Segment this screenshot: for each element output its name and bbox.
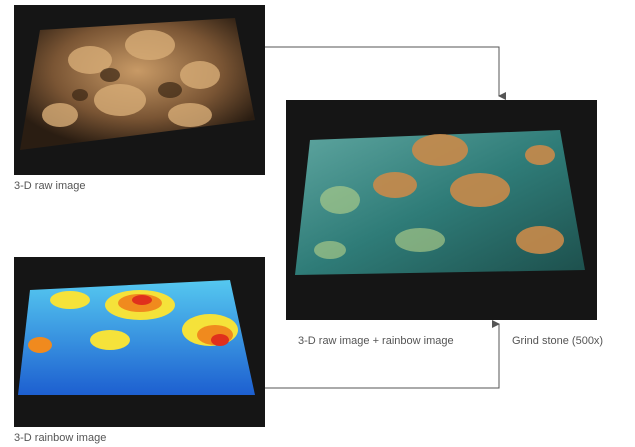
connector-arrow bbox=[265, 46, 506, 100]
panel-label: 3-D rainbow image bbox=[14, 432, 106, 444]
caption: Grind stone (500x) bbox=[512, 335, 603, 347]
panel-label: 3-D raw image bbox=[14, 180, 86, 192]
combined-image bbox=[286, 100, 597, 320]
rainbow-image bbox=[14, 257, 265, 427]
raw-image bbox=[14, 5, 265, 175]
connector-arrow bbox=[265, 320, 500, 389]
panel-label: 3-D raw image + rainbow image bbox=[298, 335, 454, 347]
